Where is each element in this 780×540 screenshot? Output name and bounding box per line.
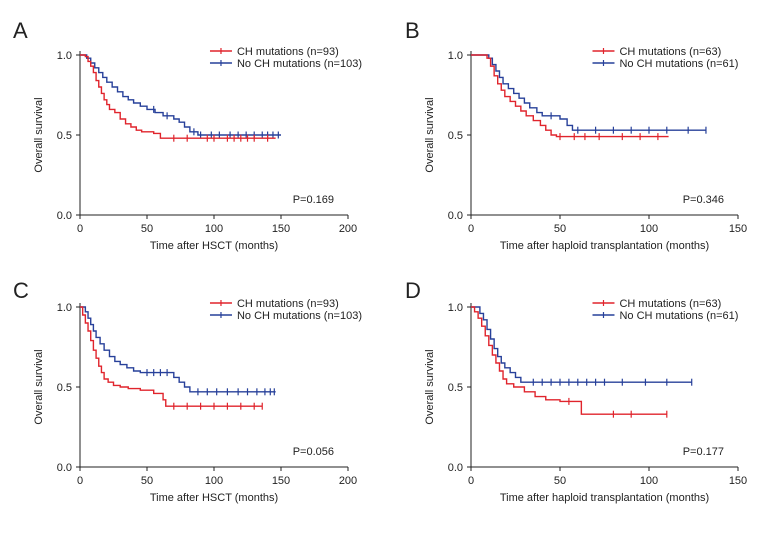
y-tick-label: 1.0 [57, 50, 72, 62]
legend-label: No CH mutations (n=103) [237, 58, 362, 70]
x-tick-label: 150 [272, 475, 290, 487]
legend-label: No CH mutations (n=61) [619, 310, 738, 322]
survival-curve-ch [80, 54, 276, 139]
y-tick-label: 0.5 [57, 130, 72, 142]
x-tick-label: 0 [77, 475, 83, 487]
x-tick-label: 200 [339, 223, 357, 235]
legend-label: No CH mutations (n=61) [619, 58, 738, 70]
y-tick-label: 0.0 [57, 210, 72, 222]
p-value: P=0.177 [683, 446, 724, 458]
y-tick-label: 0.0 [57, 462, 72, 474]
x-tick-label: 200 [339, 475, 357, 487]
survival-curve-ch [471, 306, 667, 415]
survival-curve-noch [80, 54, 281, 136]
survival-curve-noch [471, 306, 692, 383]
x-tick-label: 0 [468, 475, 474, 487]
survival-curve-noch [80, 306, 276, 393]
y-tick-label: 0.0 [448, 462, 463, 474]
p-value: P=0.169 [293, 194, 334, 206]
x-tick-label: 150 [729, 223, 747, 235]
x-tick-label: 50 [554, 475, 566, 487]
x-axis-title: Time after HSCT (months) [150, 492, 278, 504]
p-value: P=0.056 [293, 446, 334, 458]
y-axis-title: Overall survival [424, 349, 436, 424]
panel-letter: D [405, 278, 421, 303]
panel-c: C 0 50 100 150 200 0.0 0.5 1.0 Time after HSCT (m… [13, 278, 362, 504]
x-axis-title: Time after haploid transplantation (mont… [500, 240, 709, 252]
y-axis-title: Overall survival [33, 97, 45, 172]
legend-label: CH mutations (n=63) [619, 46, 721, 58]
x-axis-title: Time after haploid transplantation (mont… [500, 492, 709, 504]
survival-curve-noch [471, 54, 706, 131]
y-tick-label: 1.0 [448, 302, 463, 314]
y-tick-label: 1.0 [448, 50, 463, 62]
legend-label: No CH mutations (n=103) [237, 310, 362, 322]
x-tick-label: 0 [77, 223, 83, 235]
panel-letter: C [13, 278, 29, 303]
survival-curve-ch [471, 54, 669, 138]
y-axis-title: Overall survival [424, 97, 436, 172]
survival-curve-ch [80, 306, 263, 407]
p-value: P=0.346 [683, 194, 724, 206]
x-tick-label: 100 [640, 223, 658, 235]
y-tick-label: 1.0 [57, 302, 72, 314]
y-tick-label: 0.5 [57, 382, 72, 394]
panel-letter: A [13, 18, 28, 43]
panel-d: D 0 50 100 150 0.0 0.5 1.0 Time after haploid tr… [405, 278, 747, 504]
x-tick-label: 50 [554, 223, 566, 235]
y-tick-label: 0.5 [448, 382, 463, 394]
panel-a: A 0 50 100 150 200 0.0 0.5 1.0 Time after HSCT (m… [13, 18, 362, 252]
x-tick-label: 100 [205, 223, 223, 235]
x-tick-label: 150 [272, 223, 290, 235]
legend-label: CH mutations (n=93) [237, 46, 339, 58]
y-axis-title: Overall survival [33, 349, 45, 424]
x-tick-label: 150 [729, 475, 747, 487]
legend-label: CH mutations (n=63) [619, 298, 721, 310]
x-tick-label: 100 [205, 475, 223, 487]
panel-letter: B [405, 18, 420, 43]
x-tick-label: 0 [468, 223, 474, 235]
x-tick-label: 50 [141, 223, 153, 235]
y-tick-label: 0.5 [448, 130, 463, 142]
y-tick-label: 0.0 [448, 210, 463, 222]
panel-b: B 0 50 100 150 0.0 0.5 1.0 Time after haploid tr… [405, 18, 747, 252]
x-tick-label: 100 [640, 475, 658, 487]
x-axis-title: Time after HSCT (months) [150, 240, 278, 252]
legend-label: CH mutations (n=93) [237, 298, 339, 310]
x-tick-label: 50 [141, 475, 153, 487]
